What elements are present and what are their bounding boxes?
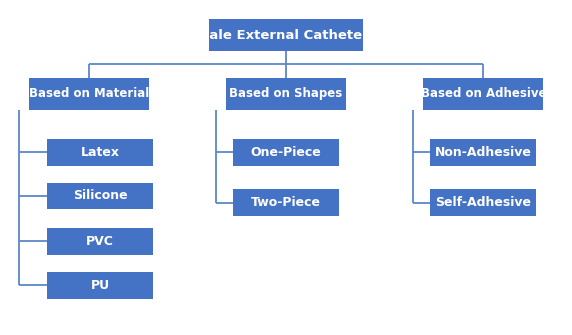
- Text: Non-Adhesive: Non-Adhesive: [435, 146, 532, 159]
- FancyBboxPatch shape: [209, 19, 363, 51]
- FancyBboxPatch shape: [423, 78, 543, 110]
- FancyBboxPatch shape: [226, 78, 346, 110]
- FancyBboxPatch shape: [430, 139, 537, 166]
- Text: One-Piece: One-Piece: [251, 146, 321, 159]
- Text: Male External Catheters: Male External Catheters: [196, 29, 376, 42]
- Text: Based on Material: Based on Material: [29, 87, 149, 100]
- FancyBboxPatch shape: [47, 183, 153, 209]
- FancyBboxPatch shape: [233, 139, 339, 166]
- Text: Based on Shapes: Based on Shapes: [229, 87, 343, 100]
- Text: Two-Piece: Two-Piece: [251, 196, 321, 209]
- Text: Based on Adhesive: Based on Adhesive: [420, 87, 546, 100]
- FancyBboxPatch shape: [233, 189, 339, 216]
- Text: Silicone: Silicone: [73, 190, 128, 202]
- Text: PVC: PVC: [86, 235, 114, 248]
- FancyBboxPatch shape: [430, 189, 537, 216]
- FancyBboxPatch shape: [29, 78, 149, 110]
- FancyBboxPatch shape: [47, 139, 153, 166]
- Text: Self-Adhesive: Self-Adhesive: [435, 196, 531, 209]
- Text: PU: PU: [90, 279, 110, 292]
- Text: Latex: Latex: [81, 146, 120, 159]
- FancyBboxPatch shape: [47, 272, 153, 299]
- FancyBboxPatch shape: [47, 228, 153, 255]
